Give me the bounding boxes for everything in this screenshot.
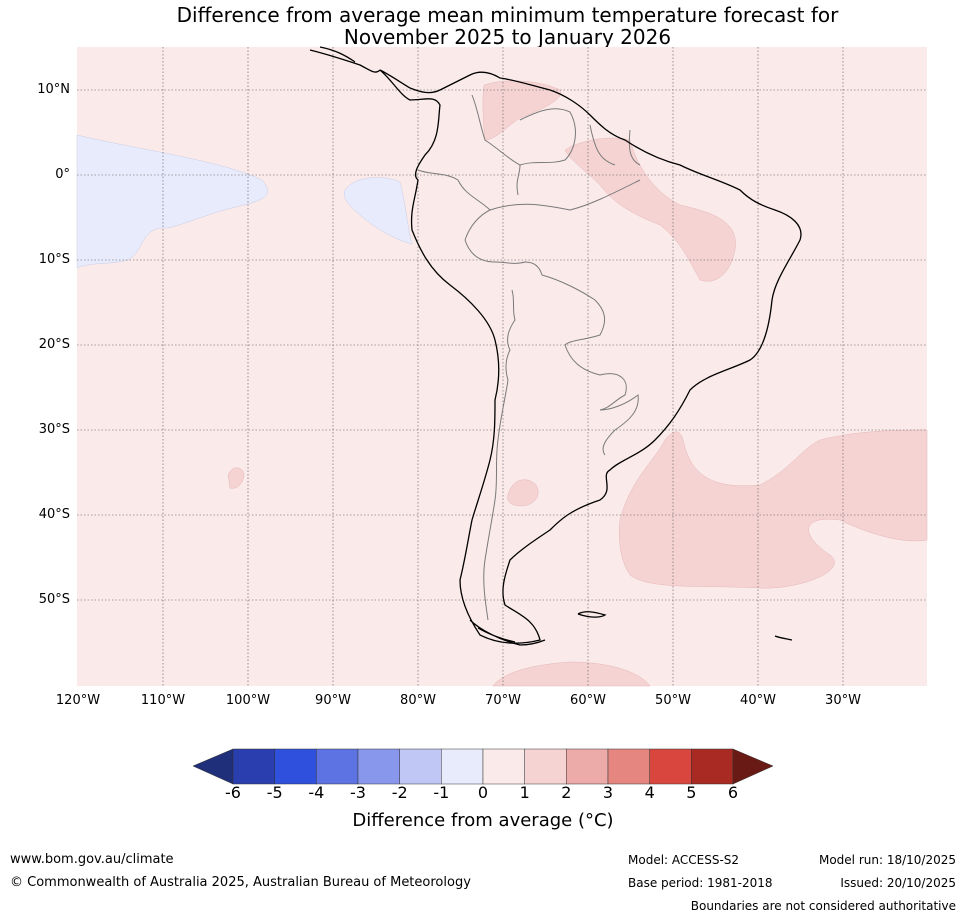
colorbar-extend-high: [732, 748, 774, 785]
colorbar-tick: -2: [391, 783, 408, 802]
lon-label-90w: 90°W: [315, 693, 351, 708]
coastline-central-america: [309, 46, 381, 73]
lon-label-70w: 70°W: [485, 693, 521, 708]
lon-label-30w: 30°W: [825, 693, 861, 708]
lat-label-30s: 30°S: [38, 422, 70, 437]
border-brazil-north: [489, 179, 641, 211]
cool-anomaly-galapagos: [344, 177, 413, 245]
lat-label-40s: 40°S: [38, 507, 70, 522]
colorbar-tick: -6: [225, 783, 241, 802]
colorbar-bin-p4: [649, 748, 692, 785]
warm-patch-amazon: [564, 137, 736, 282]
lon-label-100w: 100°W: [225, 693, 271, 708]
border-peru-brazil: [464, 239, 543, 276]
warm-patch-south-atlantic: [619, 429, 928, 589]
colorbar-bin-p2: [566, 748, 609, 785]
colorbar-bin-n3: [357, 748, 400, 785]
coastline-south-georgia: [774, 635, 793, 641]
footer-base-period: Base period: 1981-2018: [628, 876, 773, 890]
lon-label-80w: 80°W: [400, 693, 436, 708]
colorbar-tick: -1: [433, 783, 450, 802]
footer-model-run: Model run: 18/10/2025: [818, 853, 956, 867]
coastline: [309, 46, 802, 646]
colorbar-label: Difference from average (°C): [352, 810, 614, 831]
colorbar-tick: 0: [477, 783, 489, 802]
border-argentina-chile: [483, 379, 509, 621]
colorbar-bin-n2: [399, 748, 442, 785]
colorbar-bin-p3: [607, 748, 650, 785]
lon-label-120w: 120°W: [55, 693, 101, 708]
lat-label-0: 0°: [55, 167, 70, 182]
colorbar-bin-p1: [524, 748, 567, 785]
footer-issued: Issued: 20/10/2025: [840, 876, 956, 890]
colorbar-tick: 1: [519, 783, 530, 802]
warm-patch-southern: [492, 661, 651, 687]
colorbar-tick: 3: [602, 783, 614, 802]
lon-label-50w: 50°W: [655, 693, 691, 708]
map-title-line1: Difference from average mean minimum tem…: [176, 3, 839, 27]
colorbar-bin-n4: [316, 748, 359, 785]
border-argentina-brazil-uruguay: [599, 394, 639, 456]
border-guianas: [589, 124, 641, 166]
colorbar-bin-n1: [441, 748, 484, 785]
border-bolivia-brazil: [541, 274, 606, 346]
colorbar-bin-p0: [482, 748, 525, 785]
footer-copyright: © Commonwealth of Australia 2025, Austra…: [10, 875, 471, 890]
border-venezuela-guyana: [519, 108, 576, 166]
colorbar-tick: 4: [644, 783, 655, 802]
colorbar-bin-p5: [691, 748, 734, 785]
lat-label-10s: 10°S: [38, 252, 70, 267]
colorbar-tick: -4: [308, 783, 325, 802]
coastline-falklands: [577, 611, 607, 618]
warm-patch-patagonia-inland: [507, 479, 539, 507]
lon-label-110w: 110°W: [140, 693, 186, 708]
colorbar-bin-n6: [232, 748, 275, 785]
coastline-south-america: [379, 69, 802, 644]
border-paraguay: [564, 344, 627, 411]
lon-label-60w: 60°W: [570, 693, 606, 708]
lat-label-10n: 10°N: [37, 82, 70, 97]
colorbar: [192, 748, 774, 785]
border-peru-bolivia-chile: [505, 289, 516, 381]
map-title: Difference from average mean minimum tem…: [0, 4, 965, 48]
colorbar-tick: 6: [727, 783, 739, 802]
lat-label-20s: 20°S: [38, 337, 70, 352]
country-borders: [417, 94, 641, 621]
footer-model: Model: ACCESS-S2: [628, 853, 740, 867]
footer-disclaimer: Boundaries are not considered authoritat…: [690, 899, 956, 913]
warm-anomaly-patches: [227, 80, 928, 687]
border-ecuador-peru: [417, 169, 491, 241]
colorbar-bin-n5: [274, 748, 317, 785]
warm-patch-venezuela: [482, 80, 561, 141]
border-colombia-venezuela: [471, 94, 521, 196]
colorbar-tick: -3: [350, 783, 366, 802]
footer-url[interactable]: www.bom.gov.au/climate: [10, 852, 174, 867]
map-background: [77, 47, 927, 686]
colorbar-tick: 2: [561, 783, 572, 802]
colorbar-tick: 5: [686, 783, 697, 802]
lat-label-50s: 50°S: [38, 592, 70, 607]
colorbar-extend-low: [192, 748, 234, 785]
coastline-tierra-del-fuego: [469, 619, 546, 646]
colorbar-tick: -5: [266, 783, 283, 802]
lon-label-40w: 40°W: [740, 693, 776, 708]
map-title-line2: November 2025 to January 2026: [343, 25, 672, 49]
warm-patch-small-pacific: [227, 467, 245, 489]
gridlines: [77, 47, 927, 686]
